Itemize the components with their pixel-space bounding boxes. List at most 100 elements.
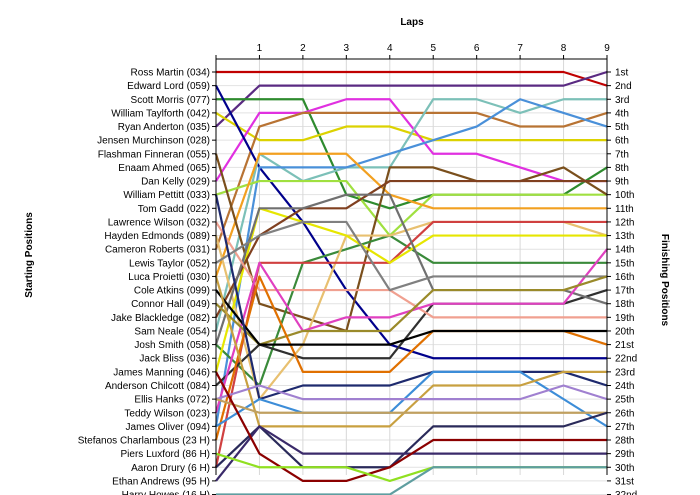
top-axis-title: Laps	[400, 17, 424, 28]
finishing-label: 14th	[615, 245, 634, 256]
series-line	[215, 70, 608, 128]
starting-label: Piers Luxford (86 H)	[121, 449, 210, 460]
right-axis-title: Finishing Positions	[659, 234, 670, 327]
finishing-label: 13th	[615, 231, 634, 242]
lap-tick-label: 4	[387, 43, 393, 54]
series-line	[215, 220, 607, 292]
series-line	[216, 70, 608, 87]
finishing-label: 8th	[615, 163, 629, 174]
series-line	[214, 111, 608, 250]
finishing-label: 18th	[615, 299, 634, 310]
finishing-label: 12th	[615, 217, 634, 228]
finishing-label: 28th	[615, 436, 634, 447]
lap-tick-label: 5	[430, 43, 436, 54]
starting-label: James Manning (046)	[113, 367, 210, 378]
lap-tick-label: 6	[474, 43, 480, 54]
finishing-label: 29th	[615, 449, 634, 460]
series-line	[214, 98, 608, 427]
finishing-label: 11th	[615, 204, 634, 215]
finishing-label: 6th	[615, 136, 629, 147]
starting-label: Lawrence Wilson (032)	[108, 217, 210, 228]
left-axis-title: Starting Positions	[24, 212, 35, 298]
starting-label: Scott Morris (077)	[131, 95, 210, 106]
starting-label: Edward Lord (059)	[127, 81, 210, 92]
finishing-label: 26th	[615, 408, 634, 419]
finishing-position-labels: 1st 2nd 3rd 4th 5th 6th 7th 8th 9th 10th 11th 12th 1…	[615, 68, 637, 495]
series-line	[214, 207, 607, 373]
finishing-label: 31st	[615, 476, 634, 487]
series-line	[214, 153, 608, 333]
series-line	[214, 276, 607, 428]
finishing-label: 10th	[615, 190, 634, 201]
finishing-label: 7th	[615, 149, 629, 160]
finishing-label: 21st	[615, 340, 634, 351]
series-line	[215, 179, 607, 318]
finishing-label: 27th	[615, 422, 634, 433]
finishing-label: 23rd	[615, 367, 635, 378]
finishing-label: 1st	[615, 68, 629, 79]
starting-label: Jack Bliss (036)	[139, 354, 210, 365]
finishing-label: 30th	[615, 463, 634, 474]
lap-tick-labels: 1 2 3 4 5 6 7 8 9	[257, 43, 611, 54]
starting-label: Ellis Hanks (072)	[134, 395, 210, 406]
starting-label: Luca Proietti (030)	[128, 272, 210, 283]
starting-label: Tom Gadd (022)	[138, 204, 210, 215]
series-line	[214, 152, 607, 277]
lap-tick-label: 2	[300, 43, 306, 54]
lap-tick-label: 3	[344, 43, 350, 54]
starting-label: Sam Neale (054)	[134, 326, 210, 337]
starting-label: James Oliver (094)	[126, 422, 210, 433]
finishing-label: 25th	[615, 395, 634, 406]
finishing-label: 4th	[615, 108, 629, 119]
finishing-label: 15th	[615, 258, 634, 269]
series-line	[214, 193, 608, 345]
starting-label: William Taylforth (042)	[111, 108, 210, 119]
starting-label: Jake Blackledge (082)	[111, 313, 210, 324]
starting-label: Connor Hall (049)	[131, 299, 210, 310]
finishing-label: 2nd	[615, 81, 632, 92]
starting-label: Ethan Andrews (95 H)	[112, 476, 210, 487]
series-line	[215, 289, 607, 346]
starting-position-labels: Ross Martin (034) Edward Lord (059) Scott …	[78, 68, 210, 495]
finishing-label: 5th	[615, 122, 629, 133]
finishing-label: 24th	[615, 381, 634, 392]
finishing-label: 16th	[615, 272, 634, 283]
lap-tick-label: 1	[257, 43, 263, 54]
starting-label: Jensen Murchinson (028)	[97, 136, 210, 147]
series-line	[215, 398, 607, 414]
finishing-label: 17th	[615, 286, 634, 297]
series-line	[215, 411, 608, 469]
starting-label: Teddy Wilson (023)	[124, 408, 210, 419]
starting-label: Aaron Drury (6 H)	[131, 463, 210, 474]
finishing-label: 9th	[615, 177, 629, 188]
series-line	[215, 370, 608, 428]
starting-label: Dan Kelly (029)	[141, 177, 210, 188]
starting-label: Harry Howes (16 H)	[122, 490, 210, 495]
series-line	[215, 179, 607, 237]
lap-tick-label: 7	[517, 43, 523, 54]
series-line	[215, 221, 607, 319]
series-lines	[214, 70, 608, 495]
finishing-label: 19th	[615, 313, 634, 324]
starting-label: Cameron Roberts (031)	[105, 245, 210, 256]
starting-label: Ross Martin (034)	[131, 68, 210, 79]
lap-tick-label: 9	[604, 43, 610, 54]
plot-frame	[212, 55, 611, 495]
series-line	[215, 275, 608, 346]
starting-label: Lewis Taylor (052)	[129, 258, 210, 269]
finishing-label: 3rd	[615, 95, 629, 106]
finishing-label: 32nd	[615, 490, 637, 495]
starting-label: William Pettitt (033)	[123, 190, 210, 201]
starting-label: Ryan Anderton (035)	[118, 122, 210, 133]
starting-label: Josh Smith (058)	[134, 340, 210, 351]
series-line	[215, 384, 608, 401]
finishing-label: 20th	[615, 326, 634, 337]
starting-label: Anderson Chilcott (084)	[105, 381, 210, 392]
starting-label: Hayden Edmonds (089)	[104, 231, 210, 242]
starting-label: Flashman Finneran (055)	[98, 149, 210, 160]
lap-tick-label: 8	[561, 43, 567, 54]
finishing-label: 22nd	[615, 354, 637, 365]
starting-label: Stefanos Charlambous (23 H)	[78, 436, 210, 447]
starting-label: Cole Atkins (099)	[134, 286, 210, 297]
